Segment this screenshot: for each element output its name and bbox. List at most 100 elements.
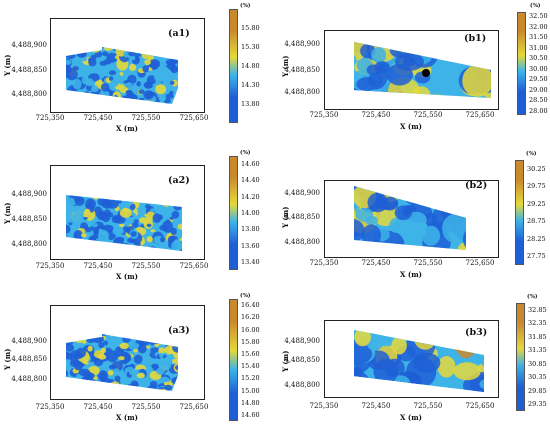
colorbar-tick-b2-5: 27.75 bbox=[527, 252, 546, 261]
y-tick-a2-1: 4,488,850 bbox=[11, 215, 47, 223]
x-tick-b3-1: 725,450 bbox=[361, 402, 391, 410]
x-axis-label-b3: X (m) bbox=[400, 413, 422, 422]
colorbar-unit-a3: (%) bbox=[240, 293, 251, 299]
x-tick-a3-2: 725,550 bbox=[131, 403, 161, 411]
x-axis-label-b1: X (m) bbox=[400, 122, 422, 131]
x-tick-a2-0: 725,350 bbox=[35, 262, 65, 270]
colorbar-tick-b2-2: 29.25 bbox=[527, 199, 546, 208]
panel-label-b2: (b2) bbox=[465, 180, 488, 191]
colorbar-tick-b1-1: 32.00 bbox=[529, 22, 548, 31]
panel-label-b3: (b3) bbox=[465, 327, 488, 338]
moisture-map-b1 bbox=[354, 42, 491, 98]
x-tick-a2-2: 725,550 bbox=[131, 262, 161, 270]
x-tick-a3-3: 725,650 bbox=[179, 403, 209, 411]
colorbar-a2 bbox=[229, 156, 238, 270]
y-tick-b1-1: 4,488,850 bbox=[284, 66, 320, 74]
colorbar-b1 bbox=[517, 12, 526, 115]
colorbar-tick-a1-0: 15.80 bbox=[241, 24, 260, 32]
colorbar-tick-b3-1: 32.35 bbox=[528, 319, 547, 328]
x-tick-a3-1: 725,450 bbox=[83, 403, 113, 411]
y-axis-label-a1: Y (m) bbox=[3, 54, 12, 76]
colorbar-tick-b2-3: 28.75 bbox=[527, 217, 546, 226]
colorbar-tick-a1-2: 14.80 bbox=[241, 62, 260, 70]
colorbar-tick-a2-3: 14.00 bbox=[241, 209, 260, 217]
x-tick-a1-3: 725,650 bbox=[179, 114, 209, 122]
x-axis-label-a2: X (m) bbox=[116, 272, 138, 281]
y-tick-a2-0: 4,488,900 bbox=[11, 190, 47, 198]
colorbar-b2 bbox=[515, 160, 524, 265]
x-tick-b1-1: 725,450 bbox=[361, 111, 391, 119]
y-axis-label-b1: Y (m) bbox=[281, 55, 290, 77]
colorbar-tick-a3-6: 15.20 bbox=[241, 374, 260, 383]
panel-label-b1: (b1) bbox=[464, 33, 487, 44]
colorbar-tick-a3-7: 15.00 bbox=[241, 386, 260, 395]
colorbar-tick-b1-4: 30.50 bbox=[529, 54, 548, 63]
colorbar-tick-b1-6: 29.50 bbox=[529, 75, 548, 84]
x-tick-a3-0: 725,350 bbox=[35, 403, 65, 411]
y-tick-a1-1: 4,488,850 bbox=[11, 66, 47, 74]
x-tick-b3-3: 725,650 bbox=[465, 402, 495, 410]
x-axis-label-a1: X (m) bbox=[116, 124, 138, 133]
y-axis-label-a3: Y (m) bbox=[3, 348, 12, 370]
x-tick-a2-1: 725,450 bbox=[83, 262, 113, 270]
colorbar-tick-a2-0: 14.60 bbox=[241, 160, 260, 169]
colorbar-tick-b3-5: 30.35 bbox=[528, 373, 547, 382]
moisture-map-a1 bbox=[66, 47, 178, 104]
colorbar-tick-a3-1: 16.20 bbox=[241, 313, 260, 322]
colorbar-tick-b3-7: 29.35 bbox=[528, 400, 547, 409]
panel-label-a2: (a2) bbox=[168, 175, 190, 186]
colorbar-tick-a3-4: 15.60 bbox=[241, 349, 260, 358]
colorbar-tick-b1-7: 29.00 bbox=[529, 85, 548, 94]
y-axis-label-b2: Y (m) bbox=[281, 206, 290, 228]
colorbar-tick-a3-3: 15.80 bbox=[241, 337, 260, 346]
colorbar-tick-b1-3: 31.00 bbox=[529, 43, 548, 52]
moisture-map-b2 bbox=[354, 186, 466, 250]
panel-label-a3: (a3) bbox=[168, 325, 190, 336]
x-tick-b2-0: 725,350 bbox=[309, 259, 339, 267]
colorbar-tick-a3-5: 15.40 bbox=[241, 362, 260, 371]
colorbar-tick-b1-5: 30.00 bbox=[529, 64, 548, 73]
colorbar-tick-b3-4: 30.85 bbox=[528, 359, 547, 368]
y-tick-a3-2: 4,488,800 bbox=[11, 375, 47, 383]
moisture-map-a2 bbox=[66, 195, 182, 251]
y-tick-a1-2: 4,488,800 bbox=[11, 90, 47, 98]
y-tick-a3-0: 4,488,900 bbox=[11, 337, 47, 345]
colorbar-tick-a2-2: 14.20 bbox=[241, 192, 260, 201]
colorbar-tick-a2-6: 13.40 bbox=[241, 257, 260, 266]
moisture-map-a3 bbox=[66, 334, 178, 391]
colorbar-unit-a2: (%) bbox=[240, 150, 251, 156]
colorbar-tick-a3-8: 14.80 bbox=[241, 398, 260, 407]
colorbar-a3 bbox=[229, 299, 238, 421]
colorbar-tick-b2-4: 28.25 bbox=[527, 234, 546, 243]
colorbar-tick-a2-4: 13.80 bbox=[241, 225, 260, 234]
x-tick-b1-2: 725,550 bbox=[413, 111, 443, 119]
colorbar-tick-b1-2: 31.50 bbox=[529, 33, 548, 42]
x-tick-b3-2: 725,550 bbox=[413, 402, 443, 410]
colorbar-b3 bbox=[516, 303, 525, 411]
sampling-point-marker bbox=[422, 69, 430, 77]
x-tick-b1-0: 725,350 bbox=[309, 111, 339, 119]
x-tick-b2-2: 725,550 bbox=[413, 259, 443, 267]
colorbar-tick-a3-9: 14.60 bbox=[241, 410, 260, 419]
y-tick-b1-0: 4,488,900 bbox=[284, 40, 320, 48]
colorbar-tick-b2-0: 30.25 bbox=[527, 164, 546, 173]
colorbar-a1 bbox=[229, 9, 238, 123]
x-tick-b2-1: 725,450 bbox=[361, 259, 391, 267]
y-tick-a1-0: 4,488,900 bbox=[11, 41, 47, 49]
colorbar-tick-b1-0: 32.50 bbox=[529, 12, 548, 21]
y-tick-b3-2: 4,488,800 bbox=[284, 381, 320, 389]
colorbar-unit-b2: (%) bbox=[526, 151, 537, 157]
x-tick-b1-3: 725,650 bbox=[465, 111, 495, 119]
colorbar-tick-a3-0: 16.40 bbox=[241, 301, 260, 310]
colorbar-tick-a1-3: 14.30 bbox=[241, 81, 260, 89]
y-tick-b2-2: 4,488,800 bbox=[284, 238, 320, 246]
colorbar-tick-a3-2: 16.00 bbox=[241, 325, 260, 334]
y-tick-b1-2: 4,488,800 bbox=[284, 88, 320, 96]
colorbar-unit-b3: (%) bbox=[527, 294, 538, 300]
y-tick-b2-1: 4,488,850 bbox=[284, 213, 320, 221]
colorbar-tick-b1-8: 28.50 bbox=[529, 96, 548, 105]
colorbar-tick-b1-9: 28.00 bbox=[529, 106, 548, 115]
x-tick-b3-0: 725,350 bbox=[309, 402, 339, 410]
x-tick-a1-1: 725,450 bbox=[83, 114, 113, 122]
